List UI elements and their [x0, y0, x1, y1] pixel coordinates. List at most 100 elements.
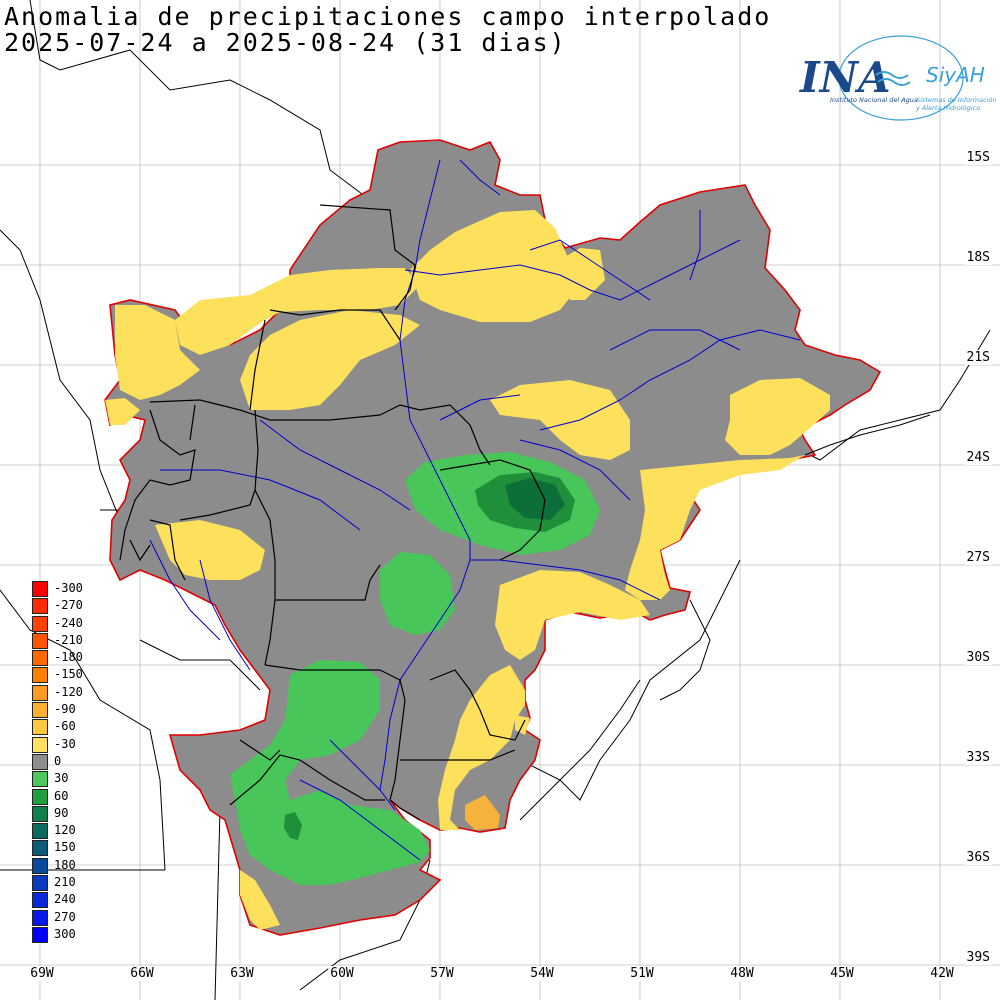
logo-brand: SiyAH — [926, 63, 985, 87]
lon-label: 48W — [728, 966, 756, 981]
legend-label: -240 — [54, 615, 83, 630]
legend-label: -90 — [54, 702, 76, 717]
legend-swatch — [32, 736, 48, 753]
legend-label: -180 — [54, 650, 83, 665]
lat-label: 30S — [964, 650, 992, 665]
logo-subtitle-2: Sistemas de Información — [916, 96, 996, 104]
legend-swatch — [32, 875, 48, 892]
legend-item: -240 — [32, 615, 112, 632]
legend-swatch — [32, 771, 48, 788]
legend-swatch — [32, 632, 48, 649]
lat-label: 27S — [964, 550, 992, 565]
legend-swatch — [32, 615, 48, 632]
legend-item: -60 — [32, 718, 112, 736]
legend-swatch — [32, 840, 48, 857]
legend-item: -180 — [32, 649, 112, 667]
legend-swatch — [32, 926, 48, 943]
legend-label: -30 — [54, 736, 76, 751]
legend-item: 60 — [32, 788, 112, 805]
logo-subtitle-1: Instituto Nacional del Agua — [830, 96, 918, 104]
legend-swatch — [32, 892, 48, 909]
lon-label: 42W — [928, 966, 956, 981]
legend-label: -210 — [54, 632, 83, 647]
legend-swatch — [32, 909, 48, 926]
legend-label: 180 — [54, 857, 76, 872]
lat-label: 36S — [964, 850, 992, 865]
lat-label: 18S — [964, 250, 992, 265]
lon-label: 63W — [228, 966, 256, 981]
legend-item: 240 — [32, 891, 112, 909]
legend-label: 30 — [54, 771, 69, 786]
legend-label: 150 — [54, 840, 76, 855]
legend-label: -60 — [54, 719, 76, 734]
lon-label: 54W — [528, 966, 556, 981]
ina-siyah-logo: INA SiyAH Instituto Nacional del Agua Si… — [796, 30, 997, 130]
legend-label: -150 — [54, 667, 83, 682]
legend-item: -210 — [32, 632, 112, 649]
legend-swatch — [32, 702, 48, 719]
lat-label: 21S — [964, 350, 992, 365]
legend-swatch — [32, 857, 48, 874]
legend-swatch — [32, 823, 48, 840]
legend-swatch — [32, 650, 48, 667]
legend-item: -90 — [32, 701, 112, 719]
legend-swatch — [32, 788, 48, 805]
coastline — [519, 414, 931, 821]
legend-swatch — [32, 684, 48, 701]
lon-label: 60W — [328, 966, 356, 981]
lon-label: 69W — [28, 966, 56, 981]
legend-item: 120 — [32, 822, 112, 840]
legend-item: 90 — [32, 805, 112, 822]
legend-label: 300 — [54, 926, 76, 941]
lon-label: 51W — [628, 966, 656, 981]
legend-item: -300 — [32, 580, 112, 597]
legend-label: 0 — [54, 753, 62, 768]
color-legend: -300 -270 -240 -210 -180 -150 -120 -90 -60 -30 0 30… — [32, 580, 112, 943]
legend-item: 0 — [32, 753, 112, 770]
legend-item: 180 — [32, 857, 112, 874]
legend-swatch — [32, 719, 48, 736]
legend-label: 210 — [54, 875, 76, 890]
map-title: Anomalia de precipitaciones campo interp… — [4, 2, 772, 31]
lat-label: 33S — [964, 750, 992, 765]
legend-item: -150 — [32, 666, 112, 684]
lat-label: 24S — [964, 450, 992, 465]
lat-label: 39S — [964, 950, 992, 965]
lat-label: 15S — [964, 150, 992, 165]
ina-logo-graphic: INA SiyAH Instituto Nacional del Agua Si… — [799, 35, 997, 121]
dry-strong-area — [465, 795, 500, 830]
legend-label: 120 — [54, 823, 76, 838]
legend-item: 30 — [32, 770, 112, 788]
wet-max-area — [505, 478, 565, 520]
legend-swatch — [32, 805, 48, 822]
legend-label: -300 — [54, 581, 83, 595]
lon-label: 57W — [428, 966, 456, 981]
legend-item: -270 — [32, 597, 112, 615]
legend-label: 90 — [54, 805, 69, 820]
legend-item: 270 — [32, 909, 112, 926]
legend-item: 150 — [32, 839, 112, 857]
country-boundaries-inside — [119, 204, 546, 821]
legend-item: 300 — [32, 926, 112, 943]
lon-label: 66W — [128, 966, 156, 981]
legend-label: 60 — [54, 788, 69, 803]
legend-item: -120 — [32, 684, 112, 701]
legend-item: 210 — [32, 874, 112, 892]
legend-item: -30 — [32, 736, 112, 753]
logo-subtitle-3: y Alerta Hidrológico — [915, 104, 980, 112]
dry-anomaly-areas — [105, 210, 830, 930]
legend-swatch — [32, 667, 48, 684]
legend-swatch — [32, 598, 48, 615]
lon-label: 45W — [828, 966, 856, 981]
legend-swatch — [32, 581, 48, 597]
logo-mark: INA — [799, 53, 891, 102]
map-date-range: 2025-07-24 a 2025-08-24 (31 dias) — [4, 28, 567, 57]
legend-swatch — [32, 753, 48, 770]
legend-label: -270 — [54, 598, 83, 613]
legend-label: -120 — [54, 684, 83, 699]
legend-label: 270 — [54, 909, 76, 924]
legend-label: 240 — [54, 892, 76, 907]
